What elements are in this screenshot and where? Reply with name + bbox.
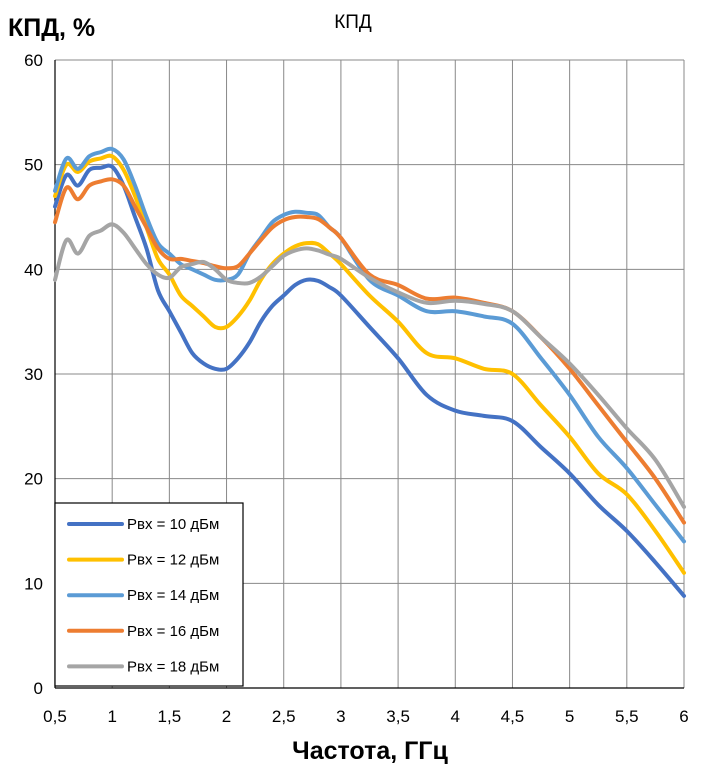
y-tick-label: 50 (24, 156, 43, 175)
x-tick-label: 5,5 (615, 707, 639, 726)
legend-label-3: Pвх = 14 дБм (127, 587, 219, 604)
y-tick-label: 0 (34, 679, 43, 698)
x-tick-label: 1,5 (158, 707, 182, 726)
y-tick-label: 60 (24, 51, 43, 70)
legend-label-5: Pвх = 18 дБм (127, 658, 219, 675)
x-tick-label: 4 (451, 707, 460, 726)
x-tick-labels: 0,5 1 1,5 2 2,5 3 3,5 4 4,5 5 5,5 6 (43, 707, 689, 726)
legend: Pвх = 10 дБм Pвх = 12 дБм Pвх = 14 дБм Pвх … (54, 502, 244, 687)
series-lines (53, 146, 686, 598)
y-tick-label: 40 (24, 260, 43, 279)
x-tick-label: 2 (222, 707, 231, 726)
series-line-5 (53, 222, 686, 509)
x-tick-label: 3,5 (386, 707, 410, 726)
y-tick-labels: 0 10 20 30 40 50 60 (24, 51, 43, 698)
y-tick-label: 20 (24, 470, 43, 489)
y-tick-label: 30 (24, 365, 43, 384)
legend-label-4: Pвх = 16 дБм (127, 623, 219, 640)
legend-label-1: Pвх = 10 дБм (127, 516, 219, 533)
x-tick-label: 3 (336, 707, 345, 726)
x-tick-label: 2,5 (272, 707, 296, 726)
y-tick-label: 10 (24, 574, 43, 593)
x-tick-label: 5 (565, 707, 574, 726)
x-tick-label: 1 (107, 707, 116, 726)
y-axis-label: КПД, % (8, 14, 95, 42)
x-tick-label: 4,5 (501, 707, 525, 726)
x-tick-label: 6 (679, 707, 688, 726)
x-axis-label: Частота, ГГц (292, 737, 448, 765)
series-line-4 (53, 177, 686, 525)
x-tick-label: 0,5 (43, 707, 67, 726)
legend-label-2: Pвх = 12 дБм (127, 552, 219, 569)
chart-title: КПД (334, 12, 372, 33)
series-line-3 (53, 146, 686, 544)
